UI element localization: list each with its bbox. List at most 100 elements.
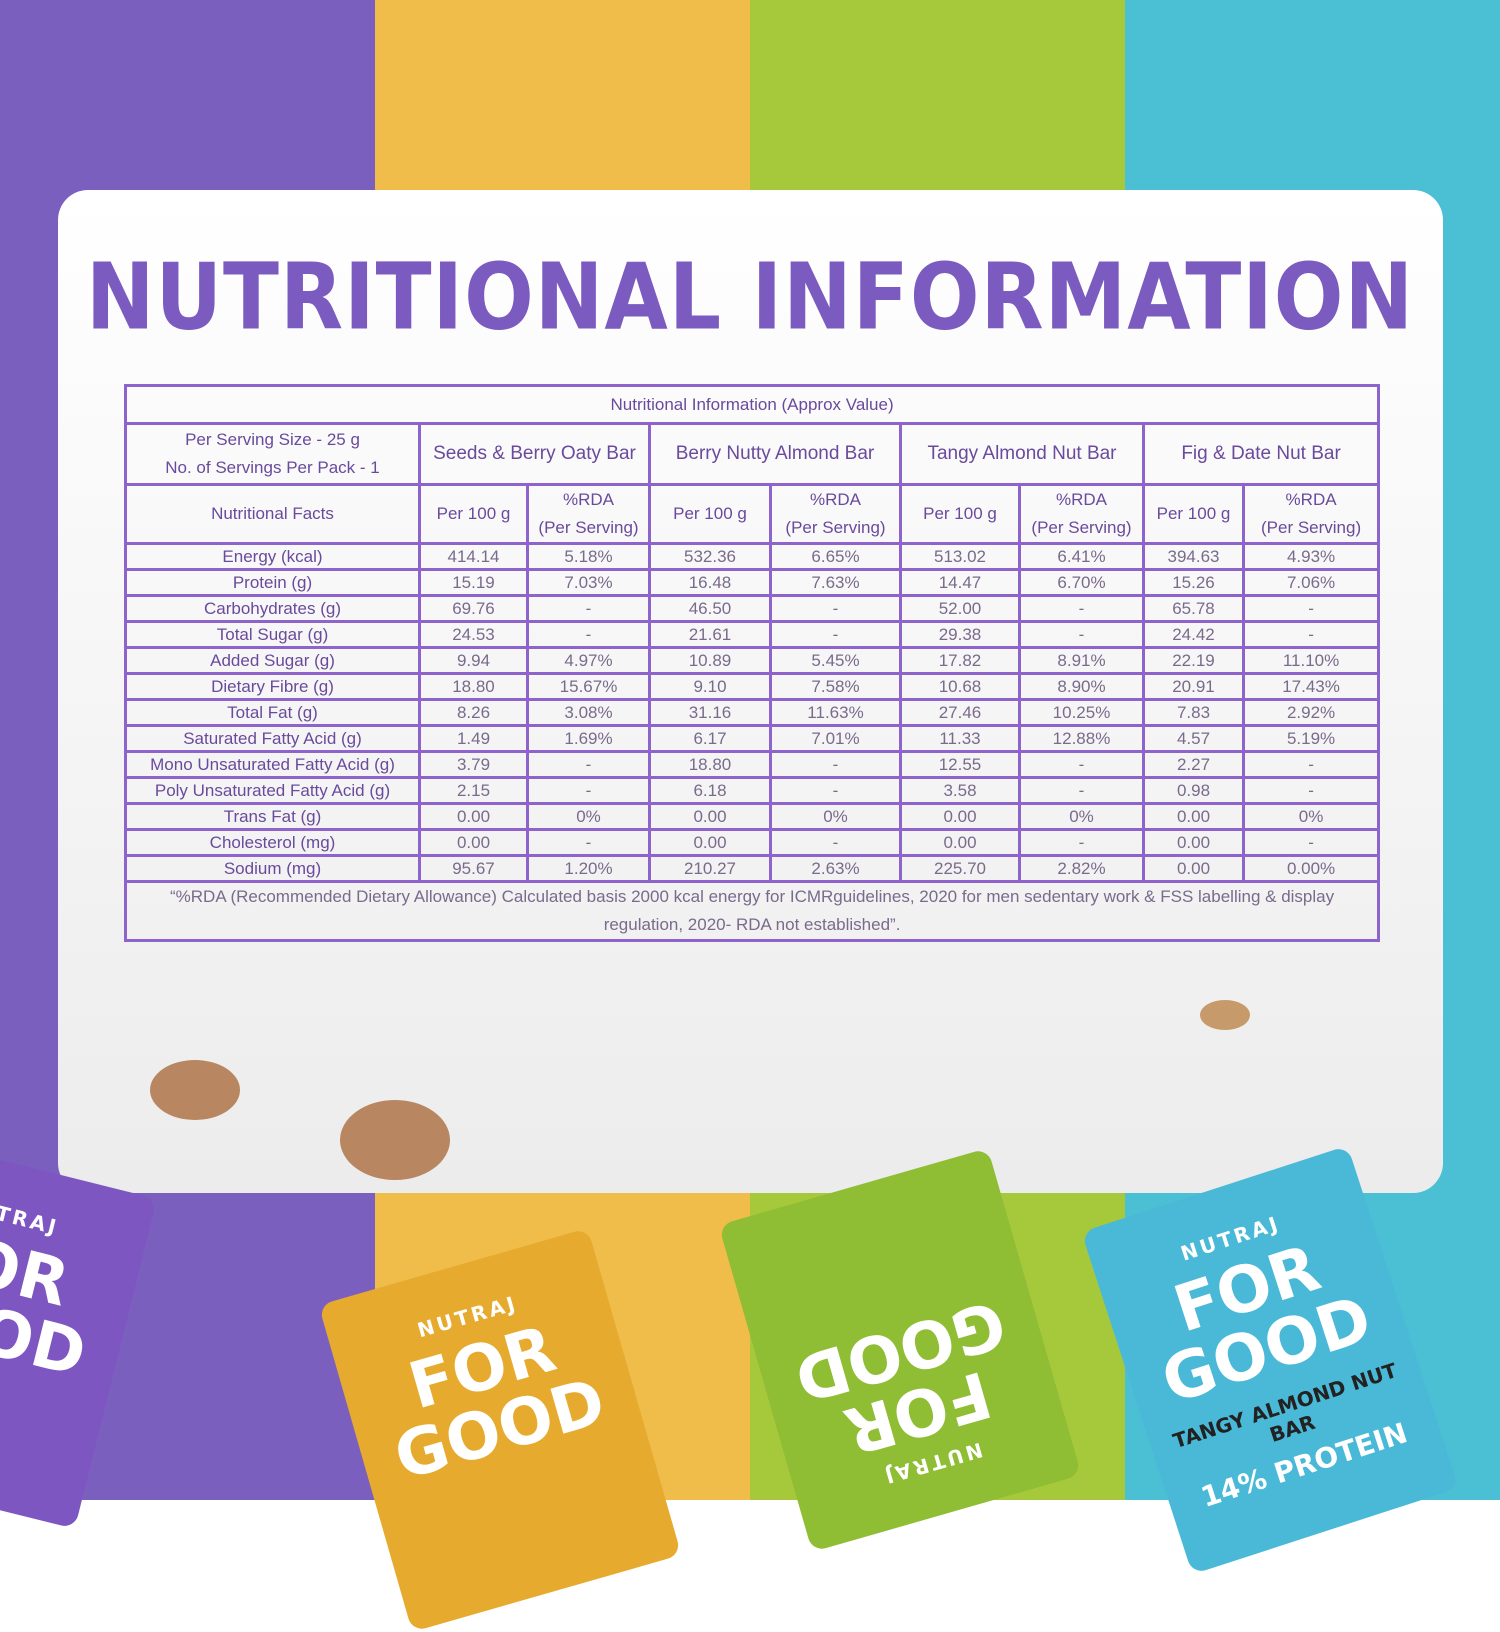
value-cell-text: 0% — [823, 806, 848, 826]
value-cell-text: - — [585, 598, 592, 618]
table-caption: Nutritional Information (Approx Value) — [123, 384, 1381, 425]
value-cell-text: - — [585, 832, 592, 852]
table-row: Total Fat (g) 8.26 3.08% 31.16 11.63% 27.46 10… — [124, 698, 1381, 727]
value-cell-text: 6.41% — [1057, 546, 1106, 566]
facts-label: Nutritional Facts — [124, 483, 421, 545]
value-cell-text: 6.18 — [693, 780, 727, 800]
value-cell: 52.00 — [899, 594, 1021, 623]
footnote: “%RDA (Recommended Dietary Allowance) Ca… — [123, 880, 1381, 942]
table-row: Cholesterol (mg) 0.00 - 0.00 - 0.00 - 0.00 - — [124, 828, 1381, 857]
value-cell-text: - — [1308, 598, 1314, 618]
value-cell-text: 2.27 — [1176, 754, 1211, 774]
value-cell: 0% — [1241, 802, 1381, 831]
value-cell-text: 11.10% — [1282, 650, 1340, 670]
value-cell: 24.42 — [1142, 620, 1245, 649]
value-cell: 3.58 — [899, 776, 1021, 805]
value-cell-text: 0.00 — [943, 806, 977, 826]
value-cell-text: 0.98 — [1176, 780, 1211, 800]
nutrient-label: Cholesterol (mg) — [124, 828, 421, 857]
value-cell-text: 27.46 — [938, 702, 982, 722]
value-cell: 6.65% — [769, 542, 902, 571]
serving-info-text: No. of Servings Per Pack - 1 — [165, 458, 380, 477]
value-cell: 9.10 — [648, 672, 772, 701]
value-cell-text: 1.20% — [564, 858, 613, 878]
nutrient-label-text: Carbohydrates (g) — [203, 598, 341, 618]
per-100g-header-text: Per 100 g — [1156, 504, 1231, 523]
value-cell: 6.17 — [648, 724, 772, 753]
value-cell: 15.19 — [418, 568, 529, 597]
value-cell: 15.26 — [1142, 568, 1245, 597]
per-100g-header-text: Per 100 g — [923, 504, 997, 523]
value-cell-text: 0.00% — [1286, 858, 1336, 878]
table-row: Per Serving Size - 25 g No. of Servings P… — [124, 422, 1381, 486]
value-cell-text: 31.16 — [688, 702, 732, 722]
value-cell: 3.79 — [418, 750, 529, 779]
value-cell: 14.47 — [899, 568, 1021, 597]
value-cell: 7.03% — [526, 568, 651, 597]
rda-header-text: %RDA — [809, 490, 861, 509]
product-header: Tangy Almond Nut Bar — [899, 422, 1145, 486]
product-header-text: Fig & Date Nut Bar — [1181, 443, 1341, 464]
value-cell-text: 0.00 — [943, 832, 977, 852]
value-cell: 6.41% — [1018, 542, 1145, 571]
rda-header-text: (Per Serving) — [538, 518, 639, 537]
rda-header-text: (Per Serving) — [785, 518, 886, 537]
value-cell: 414.14 — [418, 542, 529, 571]
value-cell-text: 0% — [576, 806, 601, 826]
value-cell: - — [1018, 828, 1145, 857]
rda-header-text: %RDA — [1055, 490, 1107, 509]
value-cell-text: - — [1308, 780, 1314, 800]
nutrient-label: Added Sugar (g) — [124, 646, 421, 675]
value-cell-text: - — [1078, 754, 1085, 774]
value-cell: - — [769, 828, 902, 857]
value-cell: 1.20% — [526, 854, 651, 883]
nutrient-label-text: Trans Fat (g) — [223, 806, 322, 826]
nutrient-label: Saturated Fatty Acid (g) — [124, 724, 421, 753]
value-cell: - — [1241, 828, 1381, 857]
rda-header: %RDA (Per Serving) — [1241, 483, 1381, 545]
value-cell-text: 7.58% — [811, 676, 860, 696]
value-cell: 11.33 — [899, 724, 1021, 753]
value-cell-text: 21.61 — [688, 624, 732, 644]
table-row: Added Sugar (g) 9.94 4.97% 10.89 5.45% 17.82 8… — [124, 646, 1381, 675]
table-row: Mono Unsaturated Fatty Acid (g) 3.79 - 18.8… — [124, 750, 1381, 779]
value-cell-text: 0% — [1069, 806, 1094, 826]
value-cell-text: 22.19 — [1172, 650, 1215, 670]
table-row: Energy (kcal) 414.14 5.18% 532.36 6.65% 513.0… — [124, 542, 1381, 571]
value-cell-text: 2.82% — [1057, 858, 1106, 878]
value-cell-text: 15.67% — [559, 676, 618, 696]
nutrient-label-text: Dietary Fibre (g) — [211, 676, 334, 696]
value-cell: 3.08% — [526, 698, 651, 727]
value-cell-text: 513.02 — [934, 546, 986, 566]
value-cell: 29.38 — [899, 620, 1021, 649]
value-cell: - — [526, 828, 651, 857]
value-cell: 0.00 — [899, 828, 1021, 857]
value-cell-text: 17.43% — [1282, 676, 1340, 696]
value-cell: - — [1241, 620, 1381, 649]
value-cell: - — [526, 594, 651, 623]
per-100g-header-text: Per 100 g — [673, 504, 747, 523]
nutrient-label: Carbohydrates (g) — [124, 594, 421, 623]
value-cell: 11.10% — [1241, 646, 1381, 675]
value-cell-text: 4.57 — [1176, 728, 1211, 748]
value-cell: 0.00 — [1142, 828, 1245, 857]
value-cell: 24.53 — [418, 620, 529, 649]
value-cell: 12.55 — [899, 750, 1021, 779]
value-cell: 2.63% — [769, 854, 902, 883]
value-cell: 0% — [769, 802, 902, 831]
nutrient-label-text: Total Fat (g) — [227, 702, 318, 722]
value-cell-text: - — [832, 754, 839, 774]
nutrient-label-text: Added Sugar (g) — [210, 650, 335, 670]
value-cell: - — [1241, 594, 1381, 623]
value-cell-text: 1.69% — [564, 728, 613, 748]
value-cell-text: 532.36 — [684, 546, 736, 566]
value-cell-text: 65.78 — [1172, 598, 1215, 618]
serving-info: Per Serving Size - 25 g No. of Servings P… — [124, 422, 421, 486]
value-cell-text: 29.38 — [938, 624, 982, 644]
value-cell: 0.00 — [648, 802, 772, 831]
value-cell: 95.67 — [418, 854, 529, 883]
value-cell-text: 12.55 — [938, 754, 982, 774]
value-cell-text: - — [1078, 780, 1085, 800]
nutrient-label: Mono Unsaturated Fatty Acid (g) — [124, 750, 421, 779]
